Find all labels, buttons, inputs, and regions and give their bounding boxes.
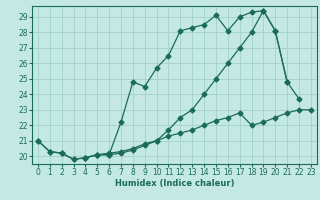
X-axis label: Humidex (Indice chaleur): Humidex (Indice chaleur)	[115, 179, 234, 188]
